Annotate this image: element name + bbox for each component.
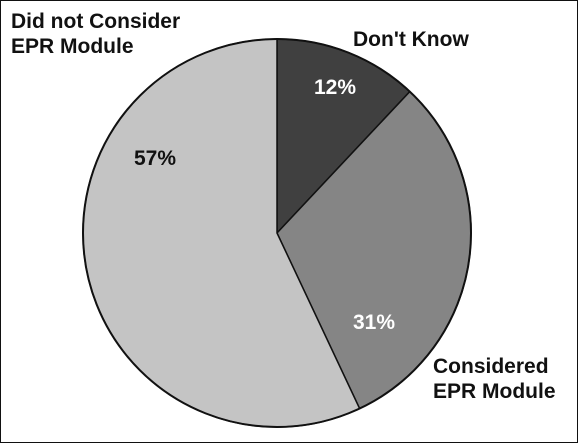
category-label-did-not-consider-line2: EPR Module: [11, 35, 134, 58]
pie-outline: [82, 38, 472, 428]
category-label-did-not-consider-line1: Did not Consider: [11, 10, 181, 33]
data-label-dont-know: 12%: [314, 76, 357, 99]
data-label-considered: 31%: [353, 311, 396, 334]
category-label-considered-line1: Considered: [433, 355, 549, 378]
data-label-did-not-consider: 57%: [134, 147, 177, 170]
category-label-considered-line2: EPR Module: [433, 380, 556, 403]
category-label-considered: Considered EPR Module: [433, 354, 556, 404]
category-label-did-not-consider: Did not Consider EPR Module: [11, 9, 180, 59]
category-label-dont-know: Don't Know: [353, 28, 469, 51]
pie-slices: [82, 38, 472, 428]
